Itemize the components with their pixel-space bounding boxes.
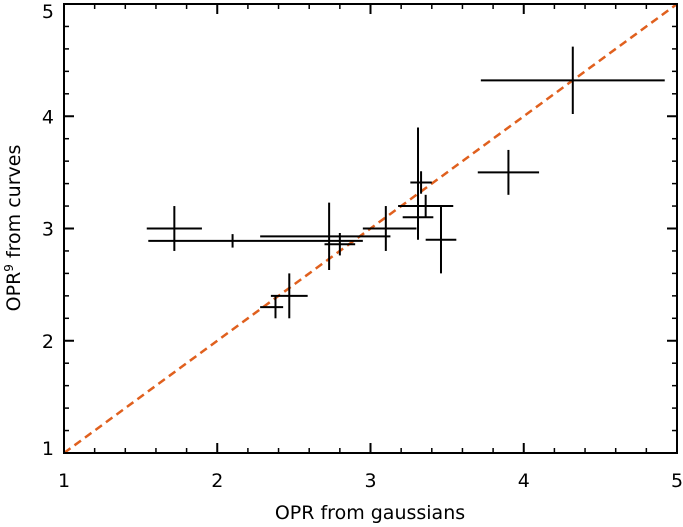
plot-content [63,2,678,455]
data-point-7 [362,206,417,251]
y-tick-label: 1 [42,438,54,460]
y-axis-label: OPR9 from curves [2,145,25,312]
y-axis-label-superscript: 9 [2,264,16,272]
data-point-8 [402,127,434,240]
y-axis-label-rest: from curves [3,145,25,264]
x-axis-label: OPR from gaussians [275,502,465,524]
data-point-3 [260,295,284,319]
y-tick-label: 5 [42,1,54,23]
data-point-12 [477,149,540,195]
data-point-4 [270,273,308,319]
data-point-2 [148,234,363,248]
x-tick-label: 4 [518,470,530,492]
data-point-5 [260,202,391,271]
data-point-6 [324,232,356,256]
x-tick-label: 2 [211,470,223,492]
y-tick-label: 3 [42,219,54,241]
y-tick-label: 2 [42,331,54,353]
x-tick-label: 1 [58,470,70,492]
data-point-10 [398,194,454,218]
data-point-13 [480,46,665,115]
data-point-11 [425,206,457,274]
y-axis-label-main: OPR [3,272,25,312]
ticks: 1 2 3 4 5 1 2 3 4 5 [42,1,683,492]
x-tick-label: 5 [671,470,683,492]
data-point-1 [146,206,202,251]
data-point-9 [410,171,432,194]
y-tick-label: 4 [42,106,54,128]
x-tick-label: 3 [364,470,376,492]
